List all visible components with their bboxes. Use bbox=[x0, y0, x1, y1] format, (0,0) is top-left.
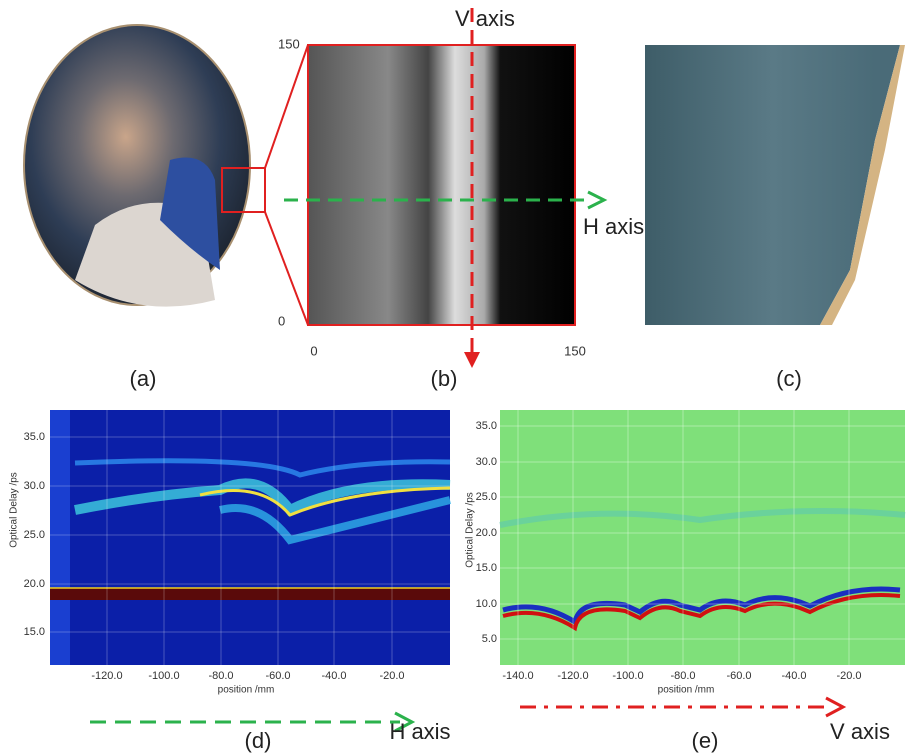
y-tick-label: 5.0 bbox=[482, 633, 497, 645]
x-axis-label: position /mm bbox=[218, 685, 275, 696]
x-tick-label: -140.0 bbox=[502, 670, 533, 682]
y-tick-label: 30.0 bbox=[476, 456, 497, 468]
arrow-head bbox=[826, 698, 843, 716]
y-tick-label: 35.0 bbox=[24, 431, 45, 443]
photo bbox=[645, 45, 900, 325]
bscan-v bbox=[500, 410, 905, 665]
tick-label: 150 bbox=[564, 343, 586, 358]
zoom-line bbox=[265, 45, 308, 168]
y-axis-label: Optical Delay /ps bbox=[9, 472, 20, 548]
y-tick-label: 35.0 bbox=[476, 420, 497, 432]
tick-label: 0 bbox=[278, 313, 285, 328]
bscan-h bbox=[50, 410, 450, 665]
thz-image bbox=[308, 45, 575, 325]
axis-label: H axis bbox=[583, 214, 644, 239]
x-tick-label: -20.0 bbox=[836, 670, 861, 682]
y-tick-label: 15.0 bbox=[476, 562, 497, 574]
x-tick-label: -60.0 bbox=[265, 670, 290, 682]
arrow-head bbox=[464, 352, 480, 368]
y-tick-label: 15.0 bbox=[24, 626, 45, 638]
zoom-line bbox=[265, 212, 308, 325]
panel-label: (a) bbox=[130, 366, 157, 391]
axis-label: V axis bbox=[830, 719, 890, 744]
figure: V axis H axis 150 0 0 150 (a) (b) (c) (d) (e) 35.0 3… bbox=[0, 0, 915, 754]
x-tick-label: -120.0 bbox=[557, 670, 588, 682]
axis-label: V axis bbox=[455, 6, 515, 31]
x-tick-label: -100.0 bbox=[612, 670, 643, 682]
y-tick-label: 25.0 bbox=[24, 529, 45, 541]
x-tick-label: -100.0 bbox=[148, 670, 179, 682]
y-tick-label: 30.0 bbox=[24, 480, 45, 492]
y-axis-label: Optical Delay /ps bbox=[465, 492, 476, 568]
tick-label: 0 bbox=[310, 343, 317, 358]
x-tick-label: -40.0 bbox=[781, 670, 806, 682]
y-tick-label: 10.0 bbox=[476, 598, 497, 610]
y-tick-label: 25.0 bbox=[476, 491, 497, 503]
x-tick-label: -120.0 bbox=[91, 670, 122, 682]
panel-label: (c) bbox=[776, 366, 802, 391]
bscan-detail bbox=[50, 410, 70, 665]
y-tick-label: 20.0 bbox=[476, 527, 497, 539]
panel-label: (b) bbox=[431, 366, 458, 391]
x-tick-label: -80.0 bbox=[208, 670, 233, 682]
x-tick-label: -80.0 bbox=[670, 670, 695, 682]
axis-label: H axis bbox=[389, 719, 450, 744]
x-axis-label: position /mm bbox=[658, 685, 715, 696]
bscan-band bbox=[50, 588, 450, 600]
y-tick-label: 20.0 bbox=[24, 578, 45, 590]
panel-label: (e) bbox=[692, 728, 719, 753]
x-tick-label: -20.0 bbox=[379, 670, 404, 682]
arrow-head bbox=[588, 192, 604, 208]
panel-label: (d) bbox=[245, 728, 272, 753]
x-tick-label: -60.0 bbox=[726, 670, 751, 682]
x-tick-label: -40.0 bbox=[321, 670, 346, 682]
tick-label: 150 bbox=[278, 36, 300, 51]
